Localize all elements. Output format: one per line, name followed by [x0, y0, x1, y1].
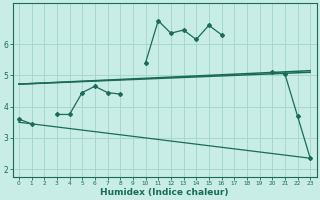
X-axis label: Humidex (Indice chaleur): Humidex (Indice chaleur): [100, 188, 229, 197]
